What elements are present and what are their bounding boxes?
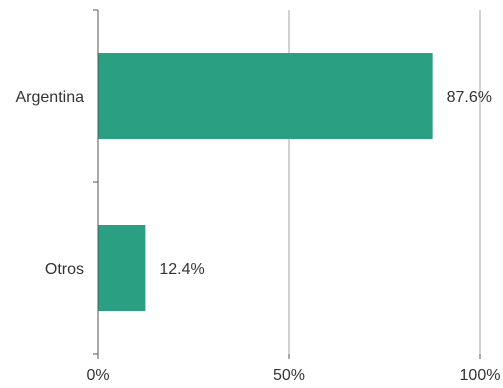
data-label: 12.4% [159,261,204,278]
bars [98,53,433,311]
bar-argentina [98,53,433,139]
category-label: Argentina [16,89,85,106]
x-tick-label: 0% [86,367,109,384]
data-label: 87.6% [447,89,492,106]
x-tick-label: 50% [273,367,305,384]
bar-otros [98,225,146,311]
x-tick-label: 100% [460,367,501,384]
labels: 0% 50% 100% Argentina 87.6% Otros 12.4% [16,89,501,384]
axes [93,9,481,359]
category-label: Otros [45,261,84,278]
